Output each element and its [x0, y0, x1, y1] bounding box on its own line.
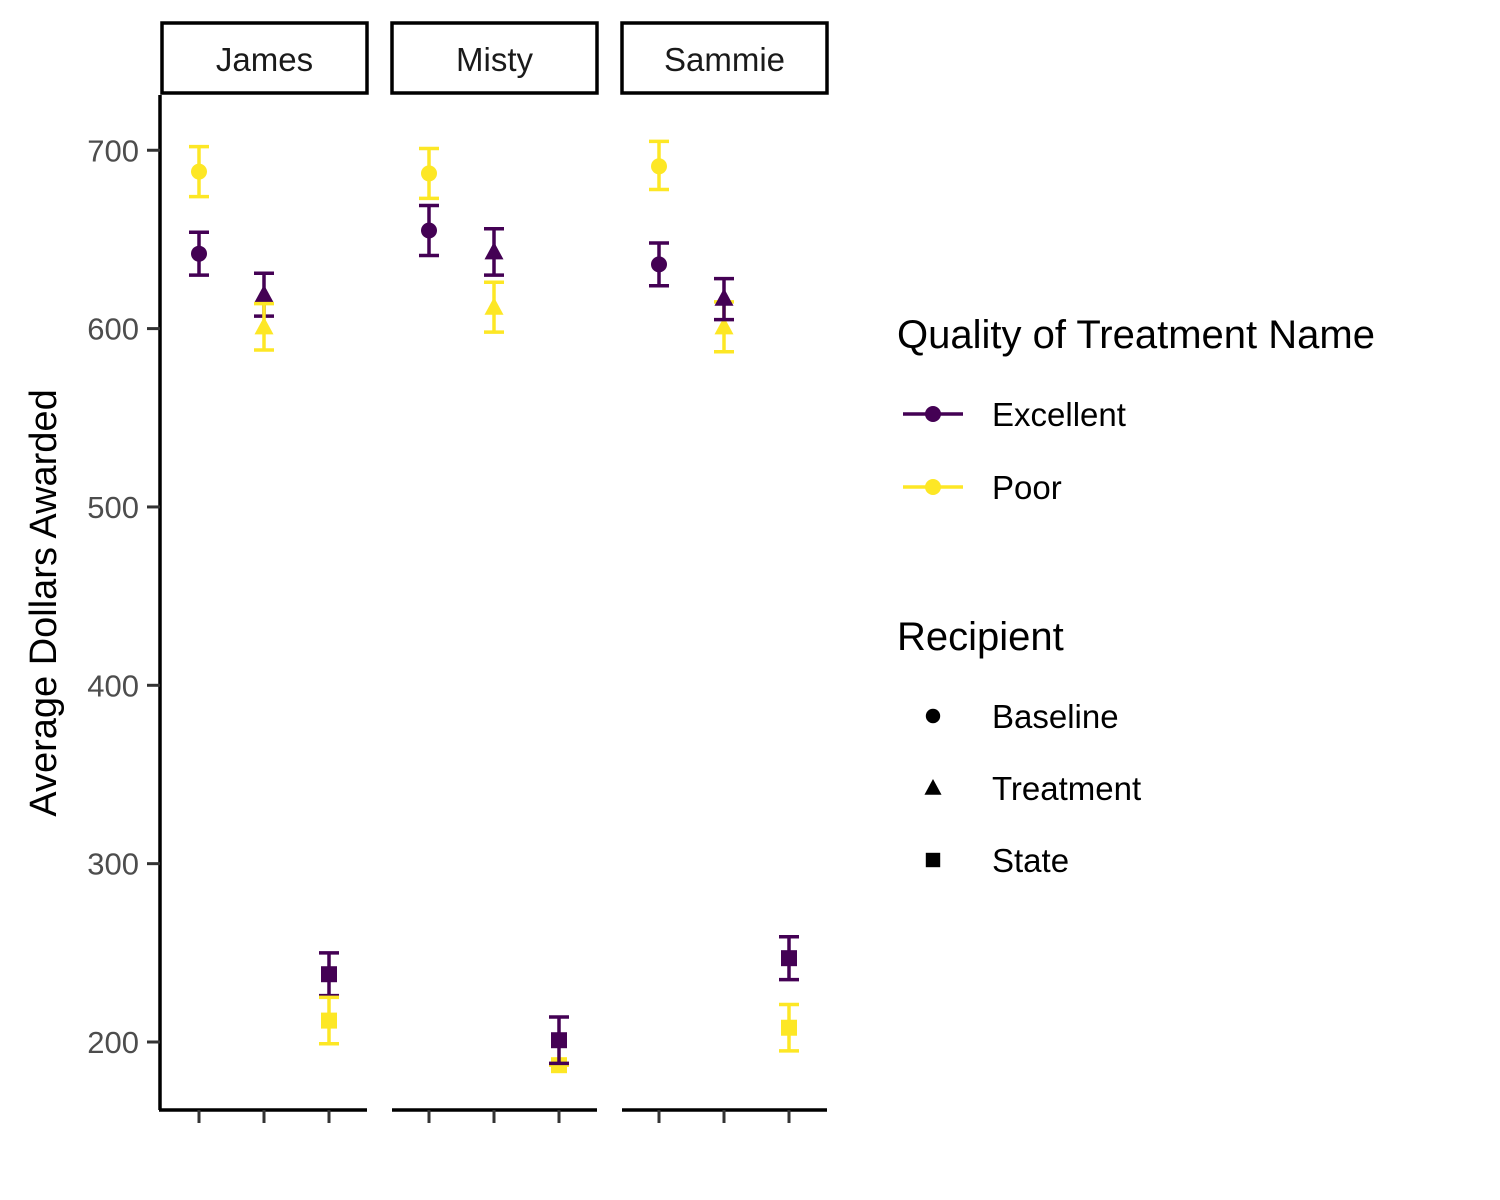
color-legend-key-marker-excellent	[925, 406, 941, 422]
point-sammie-state-poor	[779, 1002, 799, 1053]
y-axis: 200 300 400 500 600 700	[87, 95, 162, 1110]
y-tick-label-300: 300	[87, 847, 139, 882]
shape-legend-key-baseline	[925, 708, 941, 724]
point-james-state-excellent	[319, 951, 339, 998]
point-james-baseline-poor-marker	[191, 163, 207, 180]
point-james-treatment-excellent-marker	[254, 284, 274, 303]
strip-sammie	[620, 21, 829, 95]
point-misty-state-excellent	[549, 1015, 569, 1066]
color-legend-title: Quality of Treatment Name	[897, 313, 1375, 357]
legend: Quality of Treatment Name Recipient Exce…	[897, 313, 1375, 879]
y-axis-title: Average Dollars Awarded	[23, 389, 65, 816]
point-misty-state-poor-marker	[551, 1057, 567, 1074]
point-james-state-poor-marker	[321, 1012, 337, 1029]
shape-legend-item-state: State	[925, 842, 1069, 879]
color-legend-key-marker-poor	[925, 479, 941, 495]
point-sammie-treatment-poor-marker	[714, 316, 734, 335]
point-sammie-treatment-excellent	[714, 276, 734, 322]
panel-james: James	[159, 21, 369, 1123]
point-misty-treatment-poor-marker	[484, 297, 504, 315]
point-sammie-treatment-excellent-marker	[714, 288, 734, 306]
strip-misty	[390, 21, 599, 95]
point-sammie-state-excellent-marker	[781, 950, 797, 967]
shape-legend-key-state	[925, 852, 941, 868]
shape-legend-label-state: State	[992, 842, 1069, 879]
point-sammie-baseline-excellent	[649, 241, 669, 288]
shape-legend-title: Recipient	[897, 615, 1064, 659]
point-sammie-state-excellent	[779, 935, 799, 982]
point-misty-baseline-excellent-marker	[421, 222, 437, 239]
point-james-state-poor	[319, 995, 339, 1046]
color-legend-item-excellent: Excellent	[903, 396, 1126, 433]
color-legend-label-excellent: Excellent	[992, 396, 1126, 433]
y-tick-label-600: 600	[87, 312, 139, 347]
point-misty-state-excellent-marker	[551, 1032, 567, 1049]
point-misty-treatment-excellent-marker	[484, 241, 504, 260]
point-sammie-baseline-excellent-marker	[651, 256, 667, 273]
panel-sammie: Sammie	[620, 21, 829, 1123]
y-tick-label-500: 500	[87, 490, 139, 525]
point-sammie-state-poor-marker	[781, 1019, 797, 1036]
point-james-treatment-poor	[254, 301, 274, 352]
strip-label-james: James	[216, 41, 313, 78]
point-misty-baseline-excellent	[419, 203, 439, 258]
shape-legend-key-treatment	[924, 779, 942, 795]
point-james-state-excellent-marker	[321, 966, 337, 983]
shape-legend-label-treatment: Treatment	[992, 770, 1141, 807]
panel-misty: Misty	[390, 21, 599, 1123]
point-james-baseline-excellent	[189, 230, 209, 277]
shape-legend-item-baseline: Baseline	[925, 698, 1119, 735]
y-tick-label-400: 400	[87, 668, 139, 703]
point-misty-treatment-excellent	[484, 226, 504, 277]
y-tick-label-700: 700	[87, 133, 139, 168]
point-sammie-baseline-poor	[649, 139, 669, 192]
y-tick-label-200: 200	[87, 1025, 139, 1060]
shape-legend-item-treatment: Treatment	[924, 770, 1141, 807]
point-misty-baseline-poor	[419, 146, 439, 201]
point-misty-baseline-poor-marker	[421, 165, 437, 182]
point-james-baseline-excellent-marker	[191, 245, 207, 262]
color-legend-item-poor: Poor	[903, 469, 1062, 506]
point-james-treatment-poor-marker	[254, 316, 274, 335]
strip-label-misty: Misty	[456, 41, 533, 78]
shape-legend-label-baseline: Baseline	[992, 698, 1119, 735]
color-legend-label-poor: Poor	[992, 469, 1062, 506]
strip-label-sammie: Sammie	[664, 41, 785, 78]
strip-james	[160, 21, 369, 95]
point-misty-treatment-poor	[484, 280, 504, 334]
point-sammie-baseline-poor-marker	[651, 158, 667, 175]
point-james-baseline-poor	[189, 144, 209, 199]
panels-layer: James Misty Sammie	[159, 21, 829, 1123]
